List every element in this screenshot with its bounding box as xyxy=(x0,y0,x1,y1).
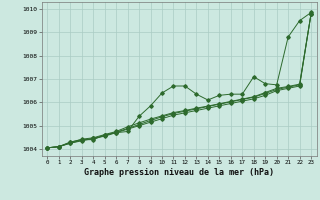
X-axis label: Graphe pression niveau de la mer (hPa): Graphe pression niveau de la mer (hPa) xyxy=(84,168,274,177)
